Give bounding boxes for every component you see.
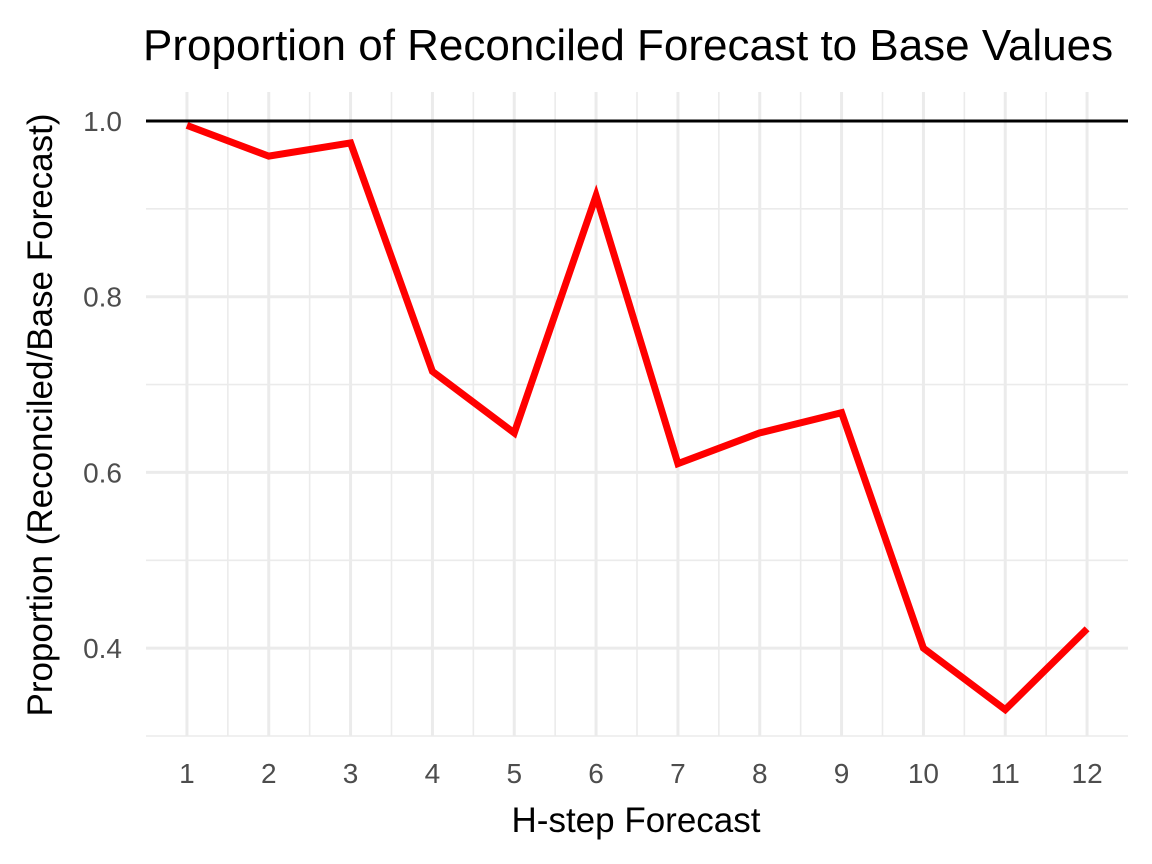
y-axis-ticks: 0.4 0.6 0.8 1.0	[83, 106, 122, 664]
x-tick-label: 8	[752, 758, 768, 789]
series-group	[185, 122, 1090, 715]
x-tick-label: 4	[425, 758, 441, 789]
y-tick-label: 0.8	[83, 282, 122, 313]
x-axis-title: H-step Forecast	[512, 801, 761, 840]
y-tick-label: 0.4	[83, 633, 122, 664]
x-tick-label: 1	[179, 758, 195, 789]
y-tick-label: 0.6	[83, 457, 122, 488]
grid	[146, 92, 1128, 737]
x-tick-label: 7	[670, 758, 686, 789]
x-tick-label: 12	[1072, 758, 1103, 789]
x-tick-label: 11	[991, 758, 1020, 789]
x-tick-label: 3	[343, 758, 359, 789]
series-line	[185, 122, 1090, 715]
x-tick-label: 5	[506, 758, 522, 789]
x-axis-ticks: 1 2 3 4 5 6 7 8 9 10 11 12	[179, 758, 1103, 789]
x-tick-label: 6	[588, 758, 604, 789]
x-tick-label: 2	[261, 758, 277, 789]
y-tick-label: 1.0	[83, 106, 122, 137]
y-axis-title: Proportion (Reconciled/Base Forecast)	[21, 113, 60, 716]
chart-title: Proportion of Reconciled Forecast to Bas…	[143, 21, 1113, 70]
x-tick-label: 9	[834, 758, 850, 789]
x-tick-label: 10	[908, 758, 939, 789]
